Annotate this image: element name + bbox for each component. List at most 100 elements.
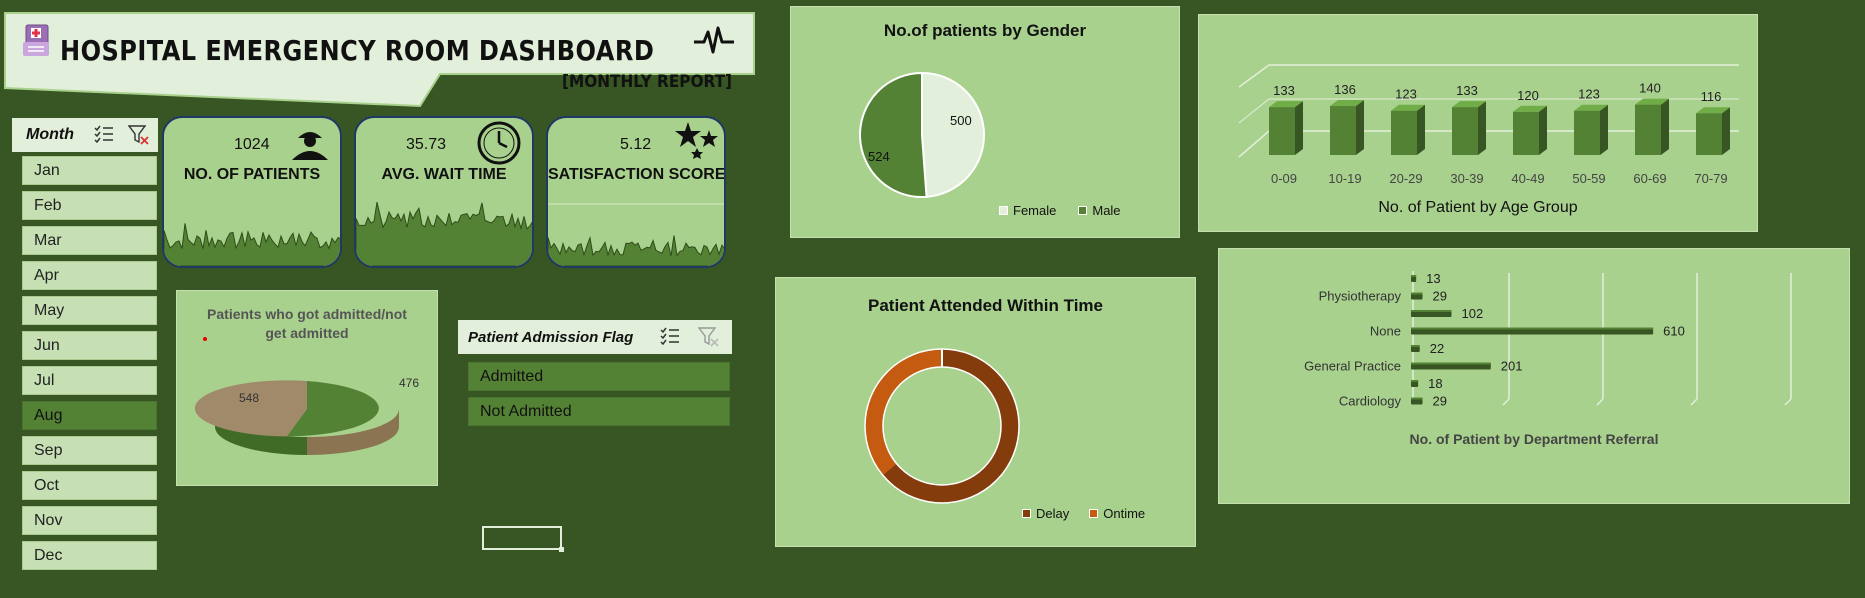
dashboard-subtitle: [MONTHLY REPORT] xyxy=(562,72,733,92)
bar-data-label: 29 xyxy=(1433,289,1447,304)
y-tick-label: None xyxy=(1370,324,1401,339)
multi-select-icon[interactable] xyxy=(660,327,680,352)
attended-legend: Delay Ontime xyxy=(1022,506,1145,521)
bar-side xyxy=(1356,100,1364,155)
legend-item: Male xyxy=(1078,203,1121,218)
stars-icon xyxy=(674,120,720,165)
month-item-dec[interactable]: Dec xyxy=(22,541,157,570)
bar-data-label: 123 xyxy=(1395,87,1417,102)
bar xyxy=(1635,104,1661,155)
bar-data-label: 136 xyxy=(1334,82,1356,97)
gender-legend: Female Male xyxy=(999,203,1121,218)
bar-highlight xyxy=(1411,310,1452,312)
month-item-feb[interactable]: Feb xyxy=(22,191,157,220)
bar-top xyxy=(1269,101,1303,108)
month-slicer: Month Jan Feb Mar Apr May Jun Jul Aug Sep Oct Nov D… xyxy=(12,118,158,580)
bar-side xyxy=(1539,105,1547,155)
title-banner: HOSPITAL EMERGENCY ROOM DASHBOARD [MONTH… xyxy=(4,12,756,108)
attended-donut-panel: Patient Attended Within Time Delay Ontim… xyxy=(775,277,1196,547)
admission-item-not-admitted[interactable]: Not Admitted xyxy=(468,397,730,426)
sparkline-area xyxy=(164,223,340,266)
pie-slice-female xyxy=(921,71,985,198)
clear-filter-icon[interactable] xyxy=(697,327,720,352)
bar-data-label: 201 xyxy=(1501,359,1523,374)
donut-segment-ontime xyxy=(865,349,943,476)
bar-data-label: 120 xyxy=(1517,88,1539,103)
gender-pie-panel: No.of patients by Gender 500 524 Female M… xyxy=(790,6,1180,238)
kpi-patients-card: 1024 NO. OF PATIENTS xyxy=(162,116,342,268)
gender-chart-title: No.of patients by Gender xyxy=(883,21,1087,40)
y-tick-label: Cardiology xyxy=(1339,394,1402,409)
sparkline-area xyxy=(356,201,532,266)
bar-top xyxy=(1574,104,1608,111)
x-tick-label: 30-39 xyxy=(1450,171,1483,186)
month-slicer-header: Month xyxy=(12,118,158,152)
y-tick-label: General Practice xyxy=(1304,359,1401,374)
grid-line xyxy=(1784,398,1792,406)
bar-data-label: 123 xyxy=(1578,87,1600,102)
donut-outline xyxy=(882,366,1002,486)
bar-top xyxy=(1513,105,1547,112)
department-bar-chart: 13 29 Physiotherapy 102 610 None 22 201 General … xyxy=(1304,271,1792,409)
month-item-sep[interactable]: Sep xyxy=(22,436,157,465)
grid-line xyxy=(1238,64,1739,88)
kpi-satisfaction-label: SATISFACTION SCORE xyxy=(548,166,726,183)
bar-data-label: 610 xyxy=(1663,324,1685,339)
bar-data-label: 140 xyxy=(1639,81,1661,96)
attended-chart-title: Patient Attended Within Time xyxy=(867,296,1104,315)
bar-highlight xyxy=(1411,362,1491,365)
month-item-aug[interactable]: Aug xyxy=(22,401,157,430)
bar-data-label: 133 xyxy=(1456,83,1478,98)
month-item-jul[interactable]: Jul xyxy=(22,366,157,395)
bar-highlight xyxy=(1411,275,1417,277)
month-item-may[interactable]: May xyxy=(22,296,157,325)
sparkline-area xyxy=(548,235,724,266)
month-item-jun[interactable]: Jun xyxy=(22,331,157,360)
bar-highlight xyxy=(1411,292,1423,295)
kpi-patients-label: NO. OF PATIENTS xyxy=(183,166,321,183)
x-tick-label: 70-79 xyxy=(1694,171,1727,186)
month-item-mar[interactable]: Mar xyxy=(22,226,157,255)
kpi-wait-sparkline xyxy=(356,201,532,266)
bar-side xyxy=(1478,101,1486,155)
bar-highlight xyxy=(1411,345,1420,347)
selected-cell[interactable] xyxy=(482,526,564,552)
kpi-wait-value: 35.73 xyxy=(406,136,447,153)
month-item-oct[interactable]: Oct xyxy=(22,471,157,500)
bar-top xyxy=(1391,104,1425,111)
kpi-wait-card: 35.73 AVG. WAIT TIME xyxy=(354,116,534,268)
bar-highlight xyxy=(1411,380,1419,382)
pie-side-not-admitted xyxy=(307,409,399,455)
month-item-jan[interactable]: Jan xyxy=(22,156,157,185)
month-item-apr[interactable]: Apr xyxy=(22,261,157,290)
bar-side xyxy=(1600,104,1608,155)
legend-item: Ontime xyxy=(1089,506,1145,521)
multi-select-icon[interactable] xyxy=(94,125,114,150)
legend-item: Delay xyxy=(1022,506,1069,521)
bar-highlight xyxy=(1411,397,1423,400)
admission-slicer-title: Patient Admission Flag xyxy=(468,328,634,346)
pie-slice-male xyxy=(859,71,928,198)
admission-slicer: Patient Admission Flag Admitted Not Admi… xyxy=(458,320,732,430)
nurse-icon xyxy=(288,126,332,165)
donut-segment-delay xyxy=(882,349,1019,503)
dashboard-title: HOSPITAL EMERGENCY ROOM DASHBOARD xyxy=(60,34,655,67)
clock-icon xyxy=(476,120,522,171)
bar xyxy=(1452,107,1478,155)
bar-top xyxy=(1696,107,1730,114)
kpi-wait-label: AVG. WAIT TIME xyxy=(381,166,507,183)
bar-data-label: 133 xyxy=(1273,83,1295,98)
bar-highlight xyxy=(1411,327,1654,330)
clear-filter-icon[interactable] xyxy=(127,125,150,150)
pie-data-label: 524 xyxy=(868,149,890,164)
y-tick-label: Physiotherapy xyxy=(1319,289,1402,304)
admitted-chart-title: Patients who got admitted/not get admitt… xyxy=(207,306,407,341)
pie-side-admitted xyxy=(215,409,307,455)
month-item-nov[interactable]: Nov xyxy=(22,506,157,535)
admission-item-admitted[interactable]: Admitted xyxy=(468,362,730,391)
kpi-patients-value: 1024 xyxy=(234,136,270,153)
bar-side xyxy=(1722,107,1730,155)
attended-donut-chart xyxy=(864,348,1020,504)
x-tick-label: 40-49 xyxy=(1511,171,1544,186)
grid-line xyxy=(1596,398,1604,406)
